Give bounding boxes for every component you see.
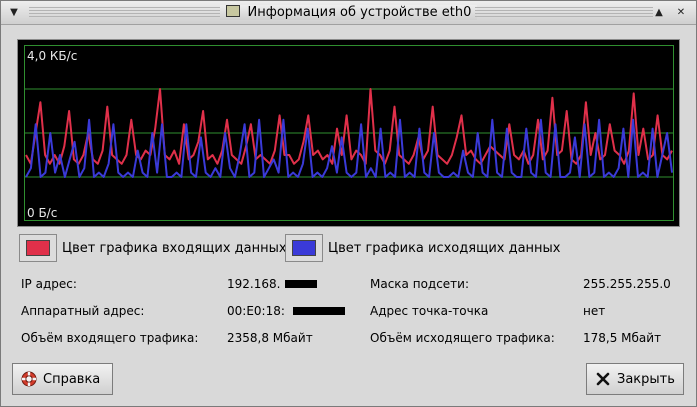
close-button[interactable]: Закрыть	[586, 363, 684, 395]
traffic-graph-svg	[24, 45, 674, 221]
redacted-block	[293, 307, 345, 315]
ip-label: IP адрес:	[21, 277, 77, 291]
window-title: Информация об устройстве eth0	[247, 5, 472, 20]
close-icon[interactable]: ✕	[676, 7, 686, 18]
rx-value: 2358,8 Мбайт	[227, 331, 313, 345]
graph-min-label: 0 Б/с	[27, 206, 58, 220]
incoming-color-swatch	[26, 240, 50, 256]
redacted-block	[285, 280, 317, 288]
outgoing-color-button[interactable]	[285, 234, 323, 262]
incoming-series-line	[25, 88, 673, 165]
incoming-color-label: Цвет графика входящих данных	[62, 241, 287, 256]
window-menu-icon[interactable]: ▼	[10, 7, 18, 18]
title-bar[interactable]: ▼ Информация об устройстве eth0 ▲ ✕	[1, 1, 696, 25]
grid-frame	[24, 45, 674, 221]
title-grip	[475, 7, 653, 19]
close-x-icon	[596, 372, 610, 386]
title-wrap: Информация об устройстве eth0	[1, 1, 696, 25]
incoming-color-button[interactable]	[19, 234, 57, 262]
close-button-label: Закрыть	[617, 372, 675, 387]
p2p-value: нет	[583, 304, 606, 318]
graph-max-label: 4,0 КБ/с	[27, 49, 78, 63]
tx-label: Объём исходящего трафика:	[370, 331, 555, 345]
hw-address-label: Аппаратный адрес:	[21, 304, 145, 318]
outgoing-color-swatch	[292, 240, 316, 256]
shade-icon[interactable]: ▲	[655, 7, 663, 18]
outgoing-color-label: Цвет графика исходящих данных	[328, 241, 561, 256]
title-inner: Информация об устройстве eth0	[219, 5, 478, 20]
p2p-label: Адрес точка-точка	[370, 304, 489, 318]
help-button[interactable]: Справка	[12, 363, 113, 395]
outgoing-series-line	[25, 118, 673, 178]
traffic-graph: 4,0 КБ/с 0 Б/с	[17, 39, 680, 227]
legend-row: Цвет графика входящих данных Цвет график…	[17, 234, 680, 264]
mask-value: 255.255.255.0	[583, 277, 671, 291]
mask-label: Маска подсети:	[370, 277, 470, 291]
title-grip	[29, 7, 225, 19]
hw-address-value: 00:E0:18:	[227, 304, 285, 318]
rx-label: Объём входящего трафика:	[21, 331, 199, 345]
help-button-label: Справка	[43, 372, 101, 387]
lifebuoy-icon	[21, 371, 37, 387]
tx-value: 178,5 Мбайт	[583, 331, 662, 345]
ip-value: 192.168.	[227, 277, 281, 291]
app-icon	[225, 5, 240, 17]
